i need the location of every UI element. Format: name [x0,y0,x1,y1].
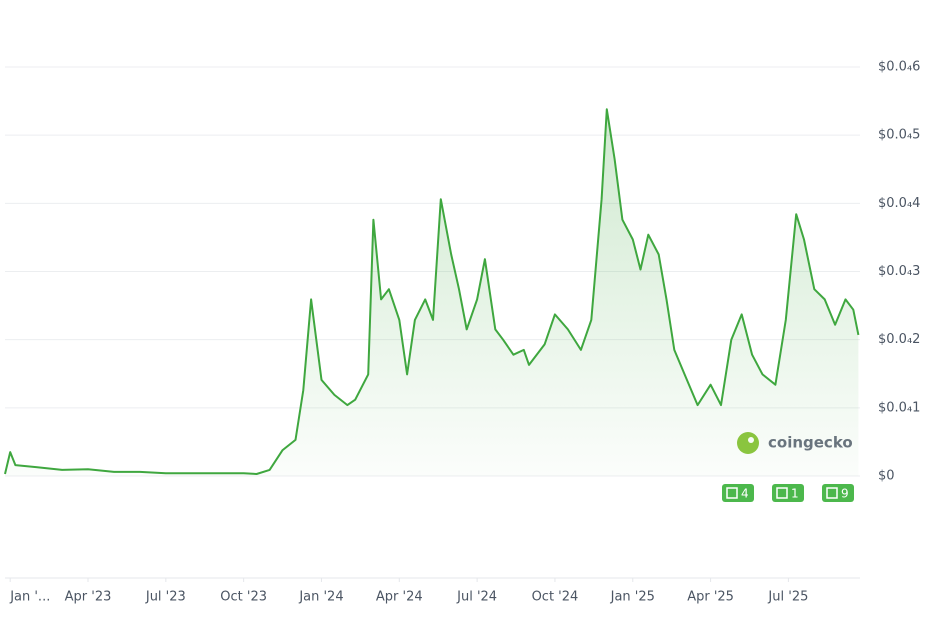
x-tick-label: Jul '25 [767,590,808,605]
y-tick-label: $0.0₄3 [878,264,920,279]
x-tick-label: Oct '23 [220,590,267,605]
y-tick-label: $0.0₄1 [878,400,920,415]
x-tick-label: Apr '24 [376,590,423,605]
badge-count: 4 [741,487,749,501]
badge-icon [826,487,838,499]
area-fill [5,109,859,477]
x-tick-label: Jan '... [9,590,50,605]
event-badge: 1 [772,484,804,502]
x-tick-label: Jul '24 [456,590,497,605]
price-line [4,108,860,475]
y-tick-label: $0.0₄4 [878,196,920,211]
event-badge: 4 [722,484,754,502]
x-tick-label: Oct '24 [532,590,579,605]
y-tick-label: $0 [878,469,895,484]
badge-count: 9 [841,487,849,501]
y-tick-label: $0.0₄5 [878,128,920,143]
badge-count: 1 [791,487,799,501]
badge-icon [776,487,788,499]
x-tick-label: Apr '25 [687,590,734,605]
x-tick-label: Jan '25 [610,590,655,605]
y-tick-label: $0.0₄2 [878,332,920,347]
y-tick-label: $0.0₄6 [878,60,920,75]
badge-icon [726,487,738,499]
x-tick-label: Apr '23 [65,590,112,605]
x-tick-label: Jul '23 [145,590,186,605]
x-tick-label: Jan '24 [298,590,343,605]
event-badge: 9 [822,484,854,502]
